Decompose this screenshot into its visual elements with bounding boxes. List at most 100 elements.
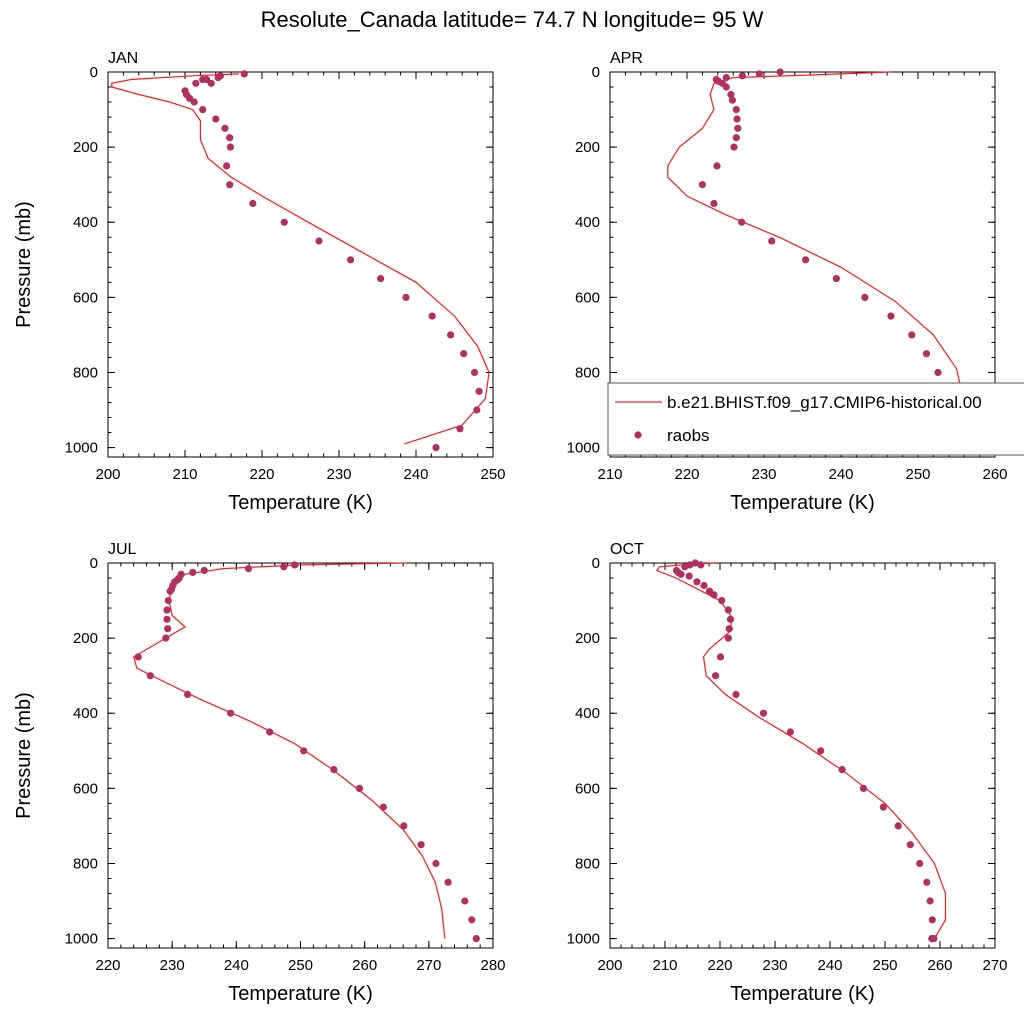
raobs-point <box>470 368 479 377</box>
raobs-point <box>266 728 274 736</box>
plot-frame <box>609 71 996 458</box>
x-tick-label: 270 <box>416 957 441 974</box>
raobs-point <box>817 747 825 755</box>
raobs-point <box>417 841 425 849</box>
raobs-point <box>249 199 257 208</box>
raobs-point <box>456 425 464 433</box>
y-tick-label: 600 <box>575 289 600 306</box>
raobs-point <box>934 368 942 377</box>
x-tick-label: 240 <box>224 957 249 974</box>
y-tick-label: 400 <box>73 214 98 231</box>
x-tick-label: 230 <box>751 466 776 483</box>
raobs-point <box>728 96 737 104</box>
raobs-point <box>163 615 171 623</box>
raobs-point <box>244 565 253 573</box>
raobs-point <box>802 256 810 264</box>
panel-label: JAN <box>108 50 138 67</box>
raobs-point <box>726 615 735 623</box>
raobs-point <box>475 387 483 395</box>
raobs-point <box>677 570 685 578</box>
raobs-point <box>732 134 740 142</box>
x-axis-label: Temperature (K) <box>730 983 875 1005</box>
x-tick-label: 280 <box>480 957 505 974</box>
raobs-point <box>207 79 215 87</box>
y-tick-label: 400 <box>73 705 98 722</box>
raobs-point <box>199 106 207 114</box>
raobs-point <box>894 822 902 830</box>
model-profile-line <box>655 562 947 939</box>
y-tick-label: 200 <box>73 139 98 156</box>
legend: b.e21.BHIST.f09_g17.CMIP6-historical.00r… <box>607 382 1024 456</box>
x-tick-label: 220 <box>95 957 120 974</box>
x-tick-label: 210 <box>597 466 622 483</box>
raobs-point <box>402 293 410 301</box>
x-axis-label: Temperature (K) <box>228 492 373 514</box>
raobs-point <box>738 218 746 226</box>
chart-2: JUL 220 230 240 250 260 270 280 0 200 400 600 800 100… <box>13 541 506 1005</box>
raobs-point <box>447 331 455 339</box>
y-tick-label: 200 <box>575 139 600 156</box>
y-tick-label: 0 <box>592 64 600 81</box>
x-tick-label: 260 <box>982 466 1007 483</box>
raobs-point <box>698 181 707 189</box>
raobs-point <box>164 597 172 605</box>
raobs-point <box>355 784 364 793</box>
raobs-point <box>681 563 689 571</box>
raobs-point <box>134 653 142 661</box>
y-tick-label: 200 <box>575 630 600 647</box>
raobs-point <box>697 561 705 569</box>
raobs-point <box>776 68 784 76</box>
x-tick-label: 250 <box>872 957 897 974</box>
raobs-point <box>859 784 868 793</box>
raobs-point <box>226 143 234 151</box>
raobs-point <box>347 256 355 264</box>
x-tick-label: 210 <box>172 466 197 483</box>
raobs-point <box>700 581 708 590</box>
x-tick-label: 270 <box>982 957 1007 974</box>
raobs-point <box>189 568 197 577</box>
raobs-point <box>838 766 846 774</box>
panel-label: OCT <box>610 541 644 558</box>
raobs-point <box>190 98 198 106</box>
raobs-point <box>710 199 718 208</box>
x-tick-label: 240 <box>828 466 853 483</box>
x-tick-label: 230 <box>762 957 787 974</box>
panel-label: JUL <box>108 541 137 558</box>
raobs-point <box>226 134 234 142</box>
raobs-point <box>693 578 701 586</box>
x-tick-label: 230 <box>326 466 351 483</box>
raobs-point <box>759 709 768 717</box>
raobs-point <box>460 350 468 358</box>
raobs-point <box>916 859 924 868</box>
raobs-point <box>280 563 288 571</box>
raobs-point <box>432 859 440 868</box>
raobs-point <box>727 90 735 99</box>
raobs-point <box>184 690 192 699</box>
y-tick-label: 800 <box>73 855 98 872</box>
raobs-point <box>722 83 730 91</box>
raobs-point <box>928 935 936 943</box>
y-tick-label: 1000 <box>65 931 98 948</box>
raobs-point <box>226 181 234 189</box>
raobs-point <box>166 587 174 595</box>
raobs-point <box>730 143 738 151</box>
y-tick-label: 800 <box>575 855 600 872</box>
x-tick-label: 250 <box>480 466 505 483</box>
raobs-point <box>710 591 718 599</box>
raobs-point <box>768 237 776 245</box>
raobs-point <box>832 275 841 283</box>
x-tick-label: 220 <box>249 466 274 483</box>
model-profile-line <box>132 562 446 939</box>
y-axis-label: Pressure (mb) <box>13 692 35 819</box>
raobs-point <box>473 406 481 414</box>
y-tick-label: 0 <box>592 555 600 572</box>
raobs-point <box>713 162 721 170</box>
raobs-point <box>162 634 170 642</box>
raobs-point <box>724 606 732 614</box>
raobs-point <box>732 106 740 114</box>
raobs-point <box>379 803 387 811</box>
x-tick-label: 250 <box>905 466 930 483</box>
raobs-point <box>861 293 869 301</box>
raobs-point <box>786 728 795 736</box>
y-tick-label: 1000 <box>567 440 600 457</box>
